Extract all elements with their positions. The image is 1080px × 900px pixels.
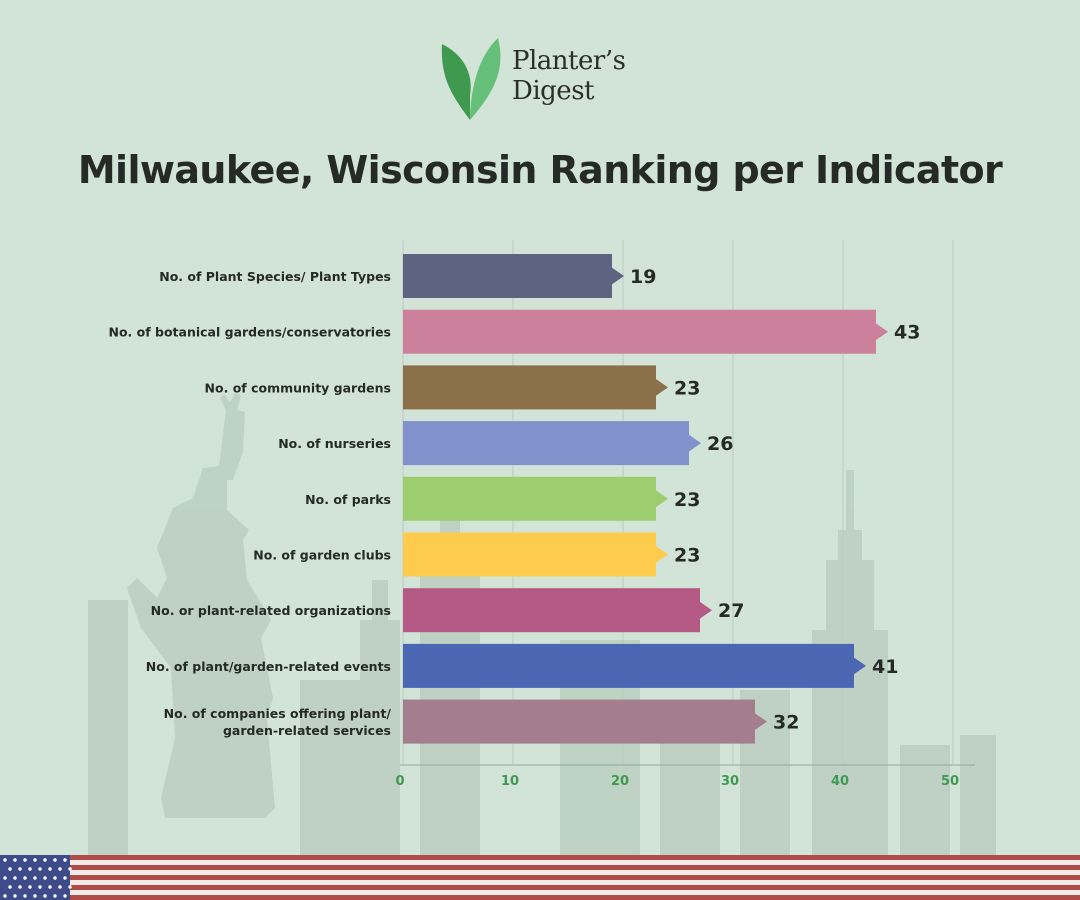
us-flag-banner	[0, 855, 1080, 900]
data-label: 26	[707, 433, 733, 455]
bar	[403, 365, 656, 410]
category-label: No. of plant/garden-related events	[146, 659, 391, 674]
category-label: No. or plant-related organizations	[151, 603, 391, 618]
data-label: 23	[674, 545, 700, 567]
bar-pointer	[655, 489, 668, 508]
bar-pointer	[853, 656, 866, 675]
x-tick-label: 50	[941, 774, 959, 789]
brand-name-line-1: Planter’s	[512, 46, 626, 76]
bar	[403, 532, 656, 577]
bar-pointer	[655, 545, 668, 564]
bar	[403, 643, 854, 688]
category-label: No. of garden clubs	[253, 548, 391, 563]
data-label: 43	[894, 322, 920, 344]
bar	[403, 588, 700, 633]
category-label: No. of parks	[305, 492, 391, 507]
leaf-logo-icon	[441, 38, 501, 120]
bar	[403, 476, 656, 521]
bar	[403, 699, 755, 744]
data-label: 32	[773, 712, 799, 734]
bar	[403, 254, 612, 298]
brand-logo: Planter’s Digest	[440, 36, 660, 128]
category-label: garden-related services	[223, 723, 391, 738]
category-label: No. of botanical gardens/conservatories	[108, 325, 391, 340]
bar-pointer	[688, 434, 701, 453]
x-tick-label: 10	[501, 774, 519, 789]
bar-pointer	[754, 712, 767, 731]
data-label: 27	[718, 600, 744, 622]
data-label: 23	[674, 489, 700, 511]
x-tick-label: 40	[831, 774, 849, 789]
bar-pointer	[655, 378, 668, 397]
x-tick-label: 20	[611, 774, 629, 789]
category-label: No. of nurseries	[278, 436, 391, 451]
bar-pointer	[699, 601, 712, 620]
bar-pointer	[875, 322, 888, 341]
category-label: No. of community gardens	[205, 380, 391, 395]
x-tick-label: 30	[721, 774, 739, 789]
data-label: 41	[872, 656, 898, 678]
bar	[403, 421, 689, 466]
page-title: Milwaukee, Wisconsin Ranking per Indicat…	[77, 148, 1003, 192]
brand-name-line-2: Digest	[512, 76, 594, 106]
bar-pointer	[611, 267, 624, 285]
data-label: 19	[630, 266, 656, 288]
category-label: No. of companies offering plant/	[164, 706, 392, 721]
bar	[403, 309, 876, 354]
x-tick-label: 0	[395, 774, 404, 789]
category-label: No. of Plant Species/ Plant Types	[159, 269, 391, 284]
data-label: 23	[674, 377, 700, 399]
